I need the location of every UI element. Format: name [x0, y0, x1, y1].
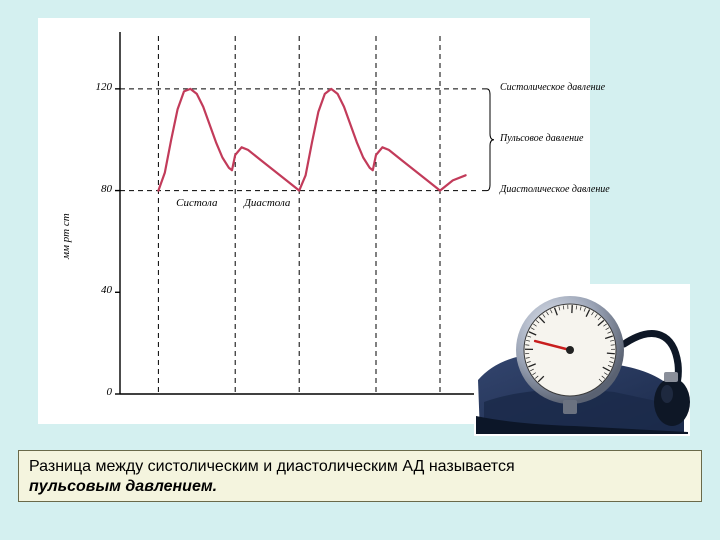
phase-label: Диастола [227, 197, 307, 209]
y-tick-label: 120 [86, 81, 112, 93]
y-tick-label: 40 [86, 284, 112, 296]
phase-label: Систола [157, 197, 237, 209]
sphygmomanometer-illustration [474, 284, 690, 436]
y-tick-label: 0 [86, 386, 112, 398]
pressure-type-label: Пульсовое давление [500, 133, 584, 144]
pressure-type-label: Систолическое давление [500, 82, 605, 93]
sphygmomanometer-photo [474, 284, 690, 436]
y-axis-label: мм рт ст [60, 213, 72, 259]
caption-line2: пульсовым давлением. [29, 478, 217, 495]
caption-box: Разница между систолическим и диастоличе… [18, 450, 702, 502]
y-tick-label: 80 [86, 183, 112, 195]
caption-line1: Разница между систолическим и диастоличе… [29, 458, 515, 475]
pressure-type-label: Диастолическое давление [500, 184, 610, 195]
